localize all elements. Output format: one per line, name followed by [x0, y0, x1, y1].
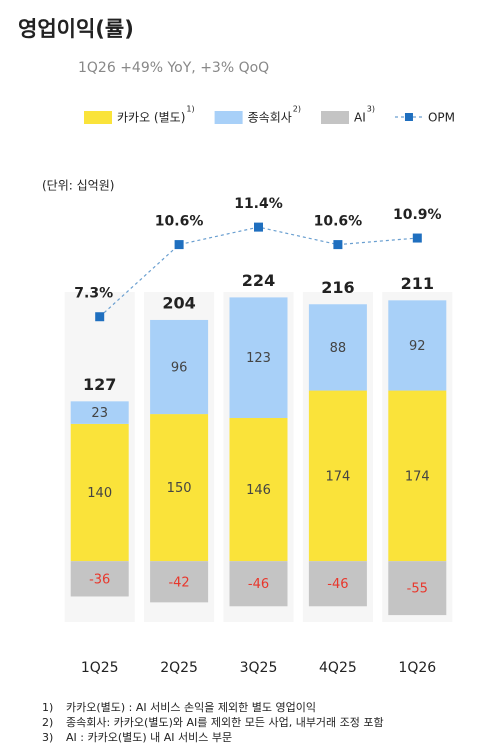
total-label: 216	[321, 278, 354, 297]
chart-subtitle: 1Q26 +49% YoY, +3% QoQ	[78, 60, 269, 76]
bar-segment	[308, 304, 367, 391]
segment-label: 123	[246, 351, 271, 366]
x-tick-label: 2Q25	[160, 660, 198, 676]
opm-label: 10.6%	[155, 214, 204, 230]
bar-segment	[70, 401, 129, 424]
segment-label: 174	[405, 469, 430, 484]
bar-segment	[308, 561, 367, 607]
bar-segment	[70, 423, 129, 562]
bar-segment	[150, 561, 209, 603]
segment-label: -42	[168, 575, 189, 590]
legend-swatch	[214, 111, 243, 124]
segment-label: 23	[91, 406, 108, 421]
segment-label: 88	[330, 341, 347, 356]
bar-segment	[388, 390, 447, 562]
chart-title: 영업이익(률)	[18, 17, 134, 41]
legend-swatch	[321, 111, 349, 124]
opm-marker	[333, 240, 343, 250]
opm-marker	[174, 240, 184, 250]
segment-label: 146	[246, 483, 271, 498]
legend-note: 2)	[293, 105, 301, 114]
footnote-text: 종속회사: 카카오(별도)와 AI를 제외한 모든 사업, 내부거래 조정 포함	[66, 716, 384, 729]
segment-label: -46	[327, 577, 348, 592]
opm-label: 7.3%	[74, 286, 113, 302]
legend-label: AI	[354, 111, 366, 125]
bar-segment	[229, 561, 288, 607]
bar-segment	[388, 561, 447, 616]
opm-label: 11.4%	[234, 196, 283, 212]
bar-segment	[150, 414, 209, 562]
unit-label: (단위: 십억원)	[42, 179, 114, 193]
bar-segment	[229, 297, 288, 419]
segment-label: 96	[171, 361, 188, 376]
opm-marker	[95, 312, 105, 322]
bar-segment	[229, 418, 288, 562]
legend-label: OPM	[428, 111, 455, 125]
legend-label: 종속회사	[248, 111, 292, 125]
segment-label: -55	[407, 582, 428, 597]
legend-note: 1)	[186, 105, 194, 114]
segment-label: 174	[325, 469, 350, 484]
x-tick-label: 1Q25	[81, 660, 119, 676]
bar-segment	[150, 319, 209, 415]
legend-marker	[404, 113, 413, 121]
legend-label: 카카오 (별도)	[117, 111, 185, 125]
segment-label: -36	[89, 572, 110, 587]
bar-segment	[388, 300, 447, 391]
legend-note: 3)	[367, 105, 375, 114]
bar-segment	[70, 561, 129, 597]
segment-label: -46	[248, 577, 269, 592]
total-label: 211	[401, 274, 434, 293]
opm-label: 10.9%	[393, 207, 442, 223]
total-label: 204	[162, 293, 195, 312]
opm-label: 10.6%	[314, 214, 363, 230]
footnote-text: AI : 카카오(별도) 내 AI 서비스 부문	[66, 731, 232, 744]
footnote-mark: 2)	[42, 716, 53, 729]
opm-marker	[412, 233, 422, 243]
total-label: 224	[242, 271, 275, 290]
footnote-text: 카카오(별도) : AI 서비스 손익을 제외한 별도 영업이익	[66, 701, 316, 714]
segment-label: 92	[409, 339, 426, 354]
x-tick-label: 3Q25	[240, 660, 278, 676]
segment-label: 150	[167, 481, 192, 496]
total-label: 127	[83, 375, 116, 394]
segment-label: 140	[87, 486, 112, 501]
footnote-mark: 3)	[42, 731, 53, 744]
legend-swatch	[84, 111, 112, 124]
bar-segment	[308, 390, 367, 562]
x-tick-label: 4Q25	[319, 660, 357, 676]
x-tick-label: 1Q26	[398, 660, 436, 676]
opm-marker	[254, 222, 263, 232]
footnote-mark: 1)	[42, 701, 53, 714]
